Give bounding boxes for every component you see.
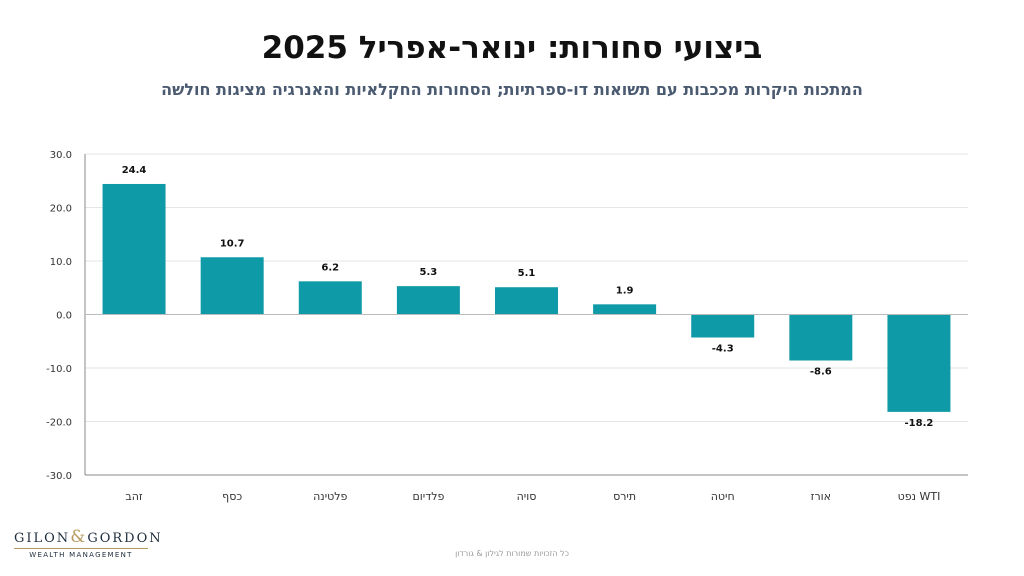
data-label: -18.2	[905, 418, 934, 429]
y-tick-label: -10.0	[46, 364, 72, 375]
data-label: 6.2	[321, 262, 339, 273]
x-tick-label: חיטה	[711, 490, 735, 503]
chart-subtitle: המתכות היקרות מככבות עם תשואות דו-ספרתיו…	[161, 80, 863, 99]
data-label: 1.9	[616, 285, 634, 296]
logo-word-left: GILON	[14, 531, 71, 546]
logo-divider	[14, 548, 148, 549]
footer-note: כל הזכויות שמורות לגילון & גורדון	[455, 549, 569, 558]
y-tick-label: -30.0	[46, 471, 72, 482]
data-label: 24.4	[122, 165, 147, 176]
logo-tagline: WEALTH MANAGEMENT	[29, 551, 133, 559]
y-tick-label: 10.0	[50, 257, 72, 268]
x-tick-label: אורז	[811, 490, 831, 503]
logo-ampersand: &	[70, 527, 88, 547]
logo-word-right: GORDON	[87, 531, 163, 546]
y-tick-label: 30.0	[50, 150, 72, 161]
x-tick-label: תירס	[613, 490, 636, 503]
x-tick-label: פלדיום	[412, 490, 444, 503]
data-label: -4.3	[712, 344, 734, 355]
y-tick-label: 0.0	[56, 311, 72, 322]
bar	[298, 281, 362, 315]
company-logo: GILON&GORDON WEALTH MANAGEMENT	[14, 527, 161, 563]
y-tick-label: 20.0	[50, 204, 72, 215]
data-label: 5.1	[518, 268, 536, 279]
y-tick-label: -20.0	[46, 418, 72, 429]
x-tick-label: סויה	[517, 490, 537, 503]
bar	[887, 314, 951, 412]
bar	[396, 286, 460, 315]
bar	[200, 257, 264, 315]
bar	[691, 314, 755, 338]
data-label: -8.6	[810, 367, 832, 378]
data-label: 10.7	[220, 238, 245, 249]
data-label: 5.3	[420, 267, 438, 278]
x-tick-label: כסף	[222, 490, 242, 503]
x-tick-label: WTI נפט	[898, 490, 941, 503]
x-tick-label: זהב	[125, 490, 143, 503]
bar	[102, 183, 166, 315]
bar	[495, 287, 558, 315]
bar	[789, 314, 853, 361]
bar	[593, 304, 657, 315]
x-tick-label: פלטינה	[313, 490, 347, 503]
chart-title: ביצועי סחורות: ינואר-אפריל 2025	[261, 30, 763, 66]
